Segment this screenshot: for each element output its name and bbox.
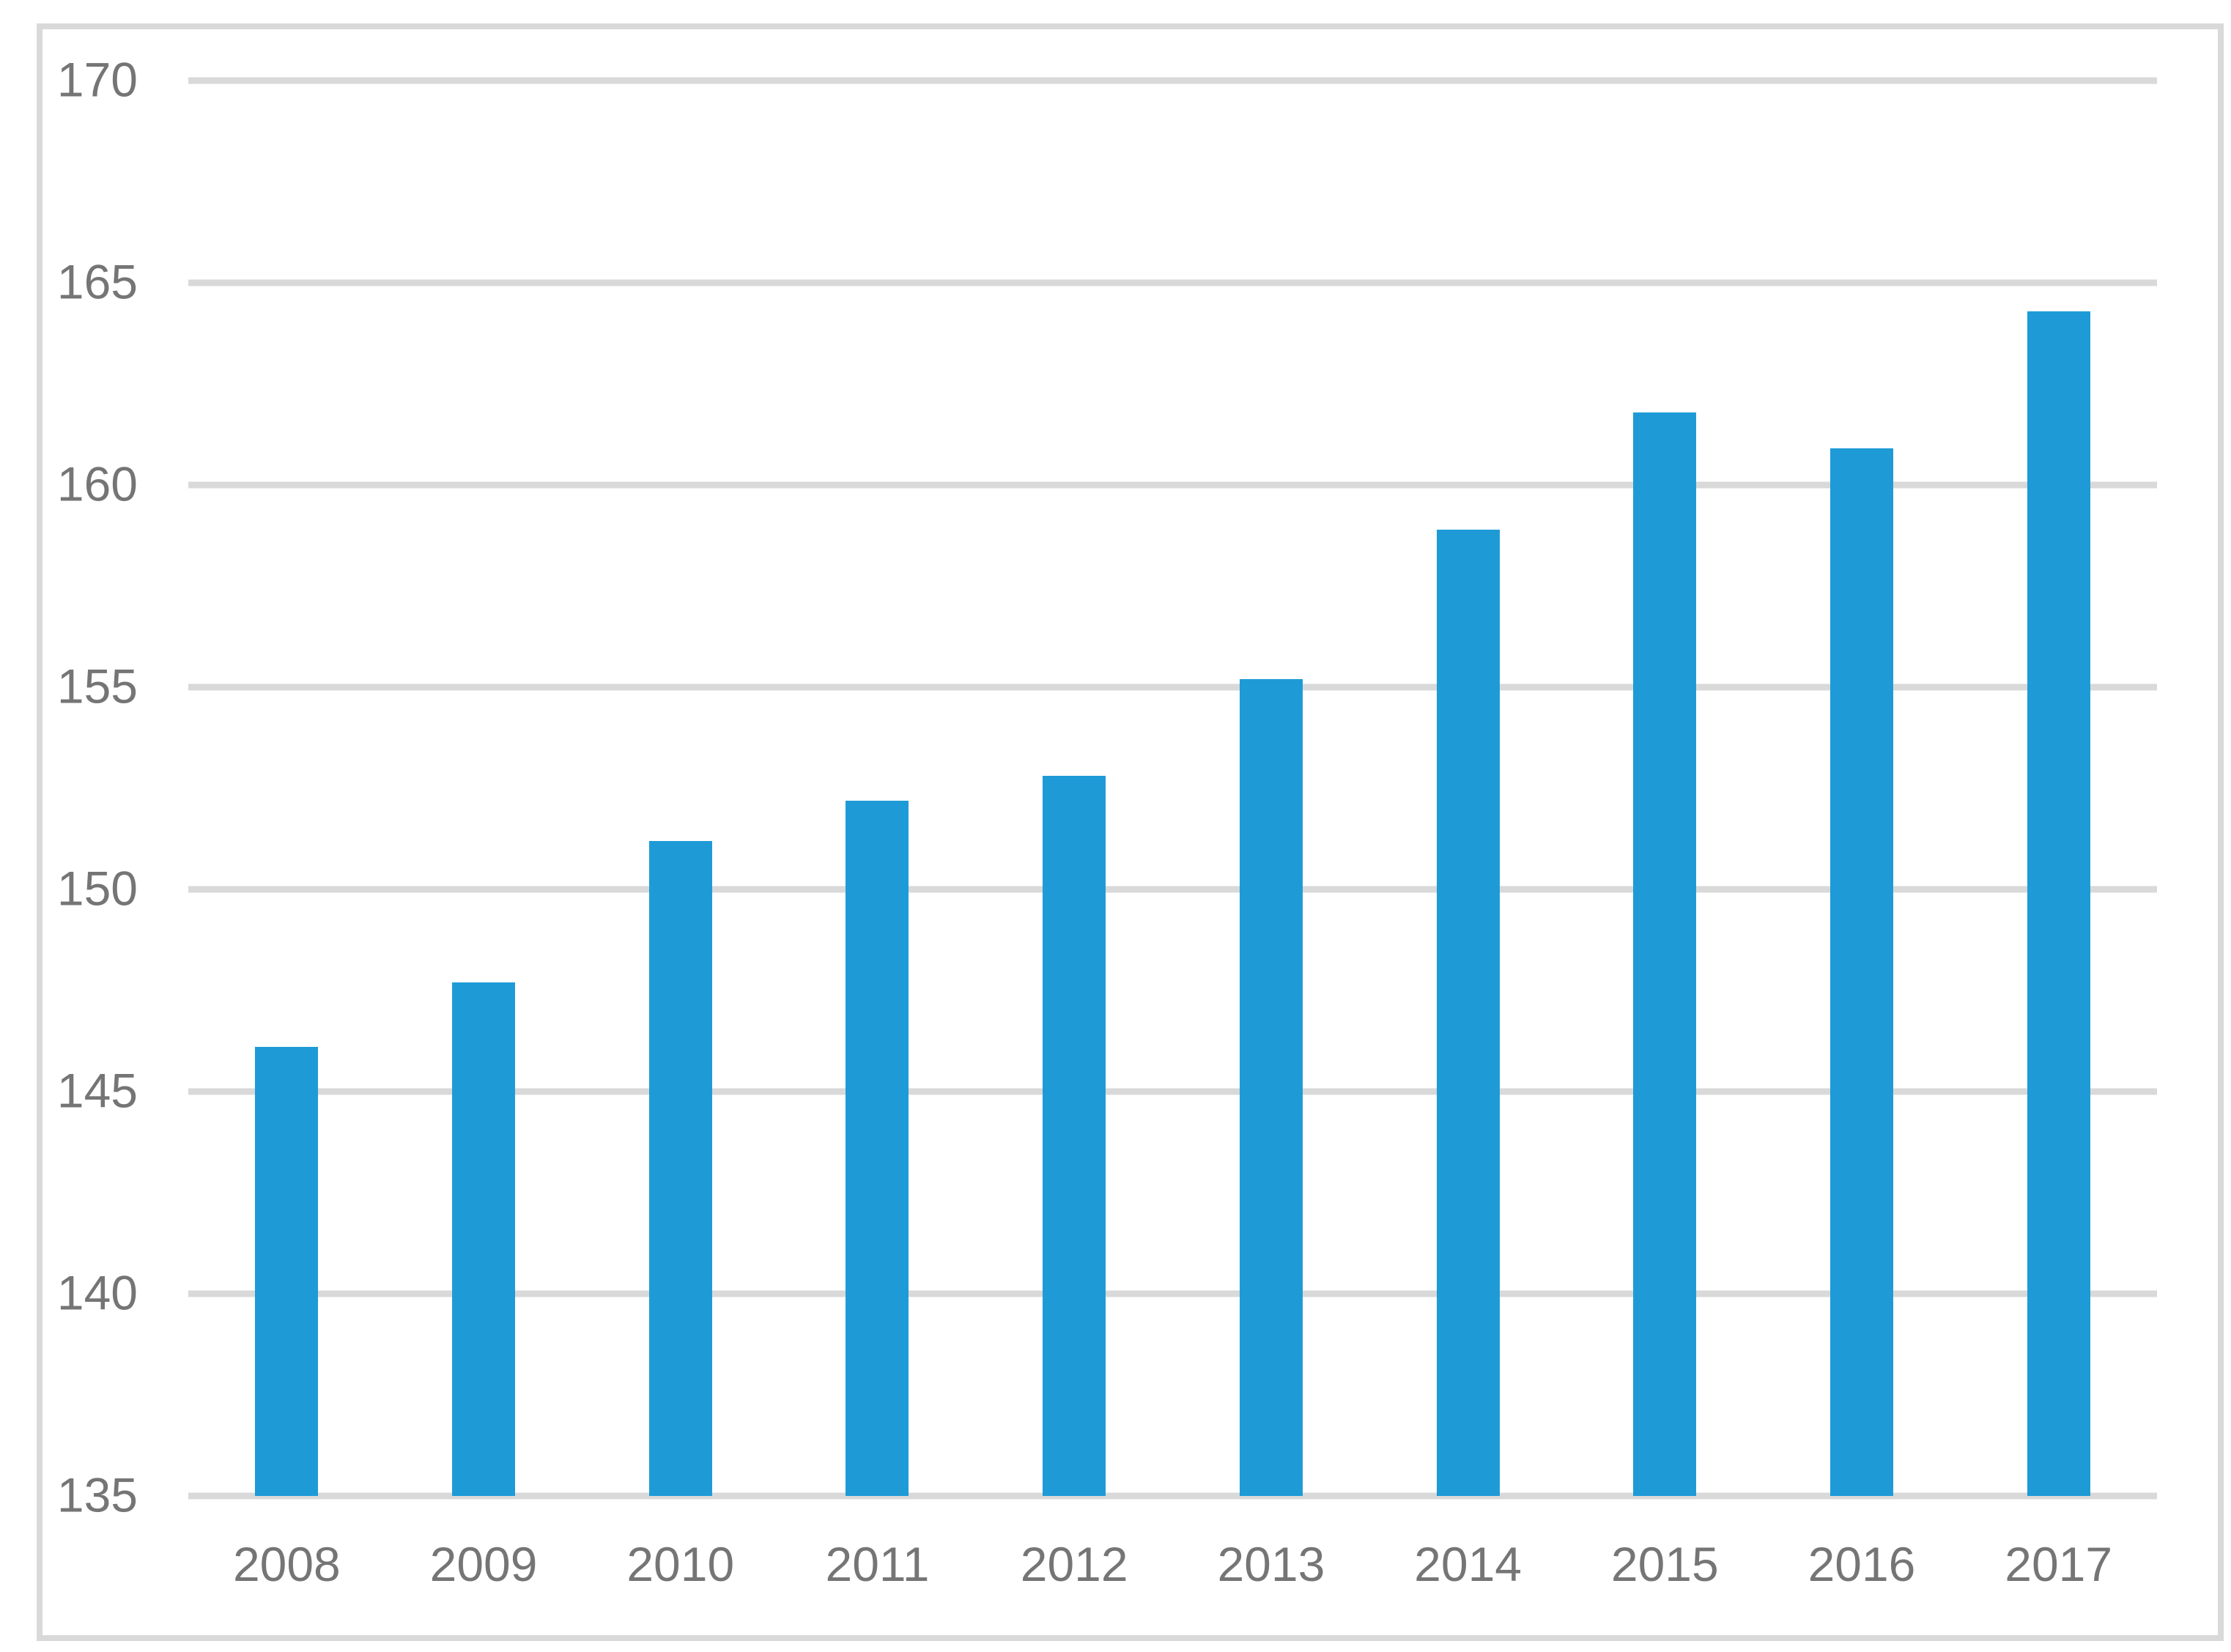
y-axis-label-150: 150: [56, 861, 138, 916]
chart-frame: 135 140 145 150 155 160 165 170 2008 2009 2010 201…: [37, 23, 2224, 1641]
gridline-145: [188, 1088, 2157, 1095]
x-axis-label-2016: 2016: [1808, 1537, 1916, 1591]
bar-2008: [255, 1047, 319, 1496]
bar-2017: [2027, 311, 2090, 1496]
bar-2013: [1239, 678, 1303, 1496]
bar-slot-2012: [976, 81, 1173, 1496]
x-axis-label-2008: 2008: [232, 1537, 341, 1591]
y-axis-label-165: 165: [56, 254, 138, 309]
x-axis-labels: 2008 2009 2010 2011 2012 2013 2014 2015 2016 2017: [188, 1540, 2157, 1588]
bar-2010: [648, 840, 712, 1496]
bar-slot-2008: [188, 81, 385, 1496]
y-axis-label-135: 135: [56, 1467, 138, 1522]
y-axis-label-160: 160: [56, 456, 138, 511]
gridline-165: [188, 279, 2157, 286]
x-axis-label-2014: 2014: [1414, 1537, 1522, 1591]
bar-2012: [1043, 776, 1106, 1496]
y-axis-label-170: 170: [56, 52, 138, 107]
x-axis-label-2011: 2011: [825, 1537, 930, 1591]
x-axis-label-2010: 2010: [626, 1537, 735, 1591]
x-axis-label-2013: 2013: [1217, 1537, 1325, 1591]
bar-2014: [1436, 529, 1500, 1496]
gridline-150: [188, 886, 2157, 893]
bar-slot-2011: [779, 81, 976, 1496]
x-axis-label-2012: 2012: [1020, 1537, 1128, 1591]
bar-slot-2010: [582, 81, 779, 1496]
gridline-155: [188, 684, 2157, 691]
bar-slot-2015: [1566, 81, 1764, 1496]
x-axis-label-2009: 2009: [429, 1537, 538, 1591]
gridline-170: [188, 77, 2157, 84]
gridline-135: [188, 1492, 2157, 1500]
bar-2015: [1633, 412, 1697, 1496]
bar-slot-2013: [1173, 81, 1370, 1496]
gridline-160: [188, 481, 2157, 489]
bar-2011: [846, 800, 909, 1496]
bar-slot-2009: [385, 81, 582, 1496]
bar-slot-2017: [1960, 81, 2157, 1496]
plot-area: [188, 77, 2157, 1500]
y-axis-label-145: 145: [56, 1063, 138, 1118]
bar-slot-2016: [1764, 81, 1961, 1496]
bar-slot-2014: [1369, 81, 1566, 1496]
x-axis-label-2015: 2015: [1610, 1537, 1719, 1591]
bar-2009: [452, 982, 516, 1496]
bar-2016: [1829, 448, 1893, 1496]
y-axis-label-155: 155: [56, 659, 138, 714]
x-axis-label-2017: 2017: [2005, 1537, 2113, 1591]
bars-row: [188, 81, 2157, 1496]
gridline-140: [188, 1290, 2157, 1297]
y-axis-label-140: 140: [56, 1265, 138, 1320]
